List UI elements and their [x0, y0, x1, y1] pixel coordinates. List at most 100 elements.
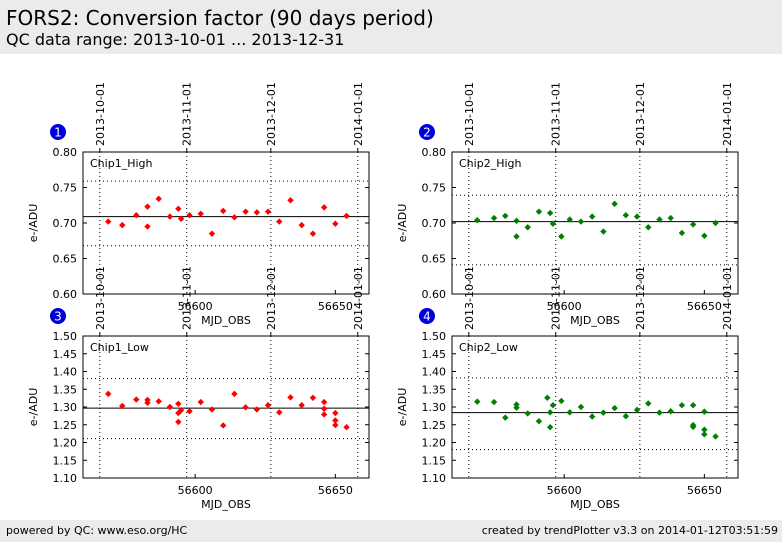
y-tick-label: 1.10 — [422, 472, 447, 485]
data-point — [577, 218, 585, 225]
x-axis-label: MJD_OBS — [201, 314, 251, 327]
y-tick-label: 1.30 — [53, 401, 78, 414]
data-point — [474, 216, 481, 224]
data-point — [566, 409, 573, 416]
plot-area-3 — [83, 336, 369, 478]
y-tick-label: 1.45 — [53, 348, 78, 361]
data-point — [242, 208, 249, 215]
data-point — [264, 208, 272, 215]
data-point — [622, 413, 630, 420]
panel-label: Chip2_High — [459, 157, 521, 170]
date-tick-label: 2013-12-01 — [634, 266, 647, 330]
panel-badge-number: 3 — [54, 310, 62, 324]
y-tick-label: 1.40 — [53, 366, 78, 379]
data-point — [667, 214, 674, 222]
y-tick-label: 0.65 — [53, 253, 78, 266]
date-tick-label: 2013-10-01 — [94, 266, 107, 330]
data-point — [332, 220, 339, 227]
data-point — [332, 421, 339, 429]
panel-badge-circle — [50, 124, 66, 140]
y-tick-label: 0.75 — [422, 182, 447, 195]
data-point — [712, 433, 719, 440]
data-point — [253, 209, 261, 216]
plot-area-4 — [452, 336, 738, 478]
date-tick-label: 2013-10-01 — [94, 82, 107, 146]
data-point — [678, 229, 686, 237]
y-tick-label: 0.80 — [422, 146, 447, 159]
y-tick-label: 1.15 — [53, 454, 78, 467]
data-point — [656, 216, 663, 223]
data-point — [309, 394, 317, 401]
data-point — [332, 417, 339, 424]
y-tick-label: 1.25 — [422, 419, 447, 432]
x-tick-label: 56650 — [318, 484, 353, 497]
data-point — [622, 211, 630, 219]
data-point — [309, 230, 317, 237]
data-point — [231, 214, 238, 221]
data-point — [105, 218, 112, 225]
plot-area-1 — [83, 152, 369, 294]
y-tick-label: 0.70 — [422, 217, 447, 230]
date-tick-label: 2013-10-01 — [463, 82, 476, 146]
data-point — [535, 418, 543, 425]
data-point — [535, 208, 543, 215]
x-tick-label: 56650 — [687, 484, 722, 497]
data-point — [332, 409, 339, 417]
data-point — [166, 403, 174, 411]
data-point — [119, 402, 126, 410]
data-point — [144, 396, 151, 404]
data-point — [343, 212, 350, 220]
data-point — [208, 230, 216, 237]
data-point — [186, 211, 193, 219]
footer-created-by: created by trendPlotter v3.3 on 2014-01-… — [481, 524, 778, 537]
data-point — [186, 408, 193, 415]
data-point — [588, 213, 596, 220]
data-point — [231, 390, 238, 398]
data-point — [689, 423, 697, 431]
data-point — [566, 216, 573, 223]
data-point — [611, 404, 618, 412]
date-tick-label: 2014-01-01 — [721, 82, 734, 146]
x-axis-label: MJD_OBS — [201, 498, 251, 511]
data-point — [502, 212, 509, 220]
x-tick-label: 56600 — [178, 484, 213, 497]
data-point — [219, 207, 227, 215]
data-point — [524, 410, 531, 417]
data-point — [600, 409, 607, 416]
y-axis-label: e-/ADU — [27, 388, 40, 427]
x-tick-label: 56600 — [178, 300, 213, 313]
data-point — [320, 204, 328, 211]
y-tick-label: 0.80 — [53, 146, 78, 159]
data-point — [490, 398, 498, 406]
data-point — [287, 197, 294, 204]
y-tick-label: 0.60 — [53, 288, 78, 301]
data-point — [264, 402, 272, 409]
data-point — [701, 408, 708, 415]
data-point — [105, 390, 112, 398]
y-tick-label: 1.35 — [422, 383, 447, 396]
y-tick-label: 1.40 — [422, 366, 447, 379]
data-point — [546, 424, 554, 431]
y-tick-label: 0.60 — [422, 288, 447, 301]
data-point — [633, 406, 641, 414]
panel-badge-number: 2 — [423, 126, 431, 140]
data-point — [175, 400, 182, 408]
data-point — [645, 224, 652, 231]
data-point — [155, 398, 162, 405]
data-point — [253, 406, 261, 413]
panel-badge-circle — [419, 308, 435, 324]
panel-label: Chip1_High — [90, 157, 152, 170]
data-point — [175, 418, 182, 426]
data-point — [298, 221, 305, 229]
y-tick-label: 0.75 — [53, 182, 78, 195]
y-tick-label: 1.20 — [53, 437, 78, 450]
x-tick-label: 56650 — [318, 300, 353, 313]
data-point — [558, 397, 565, 405]
data-point — [524, 224, 531, 231]
y-axis-label: e-/ADU — [27, 204, 40, 243]
data-point — [588, 413, 596, 420]
data-point — [320, 398, 328, 406]
data-point — [208, 406, 216, 413]
charts-area: 2013-10-01 2013-11-01 2013-12-01 2014-01-01… — [27, 82, 739, 511]
data-point — [513, 233, 520, 240]
